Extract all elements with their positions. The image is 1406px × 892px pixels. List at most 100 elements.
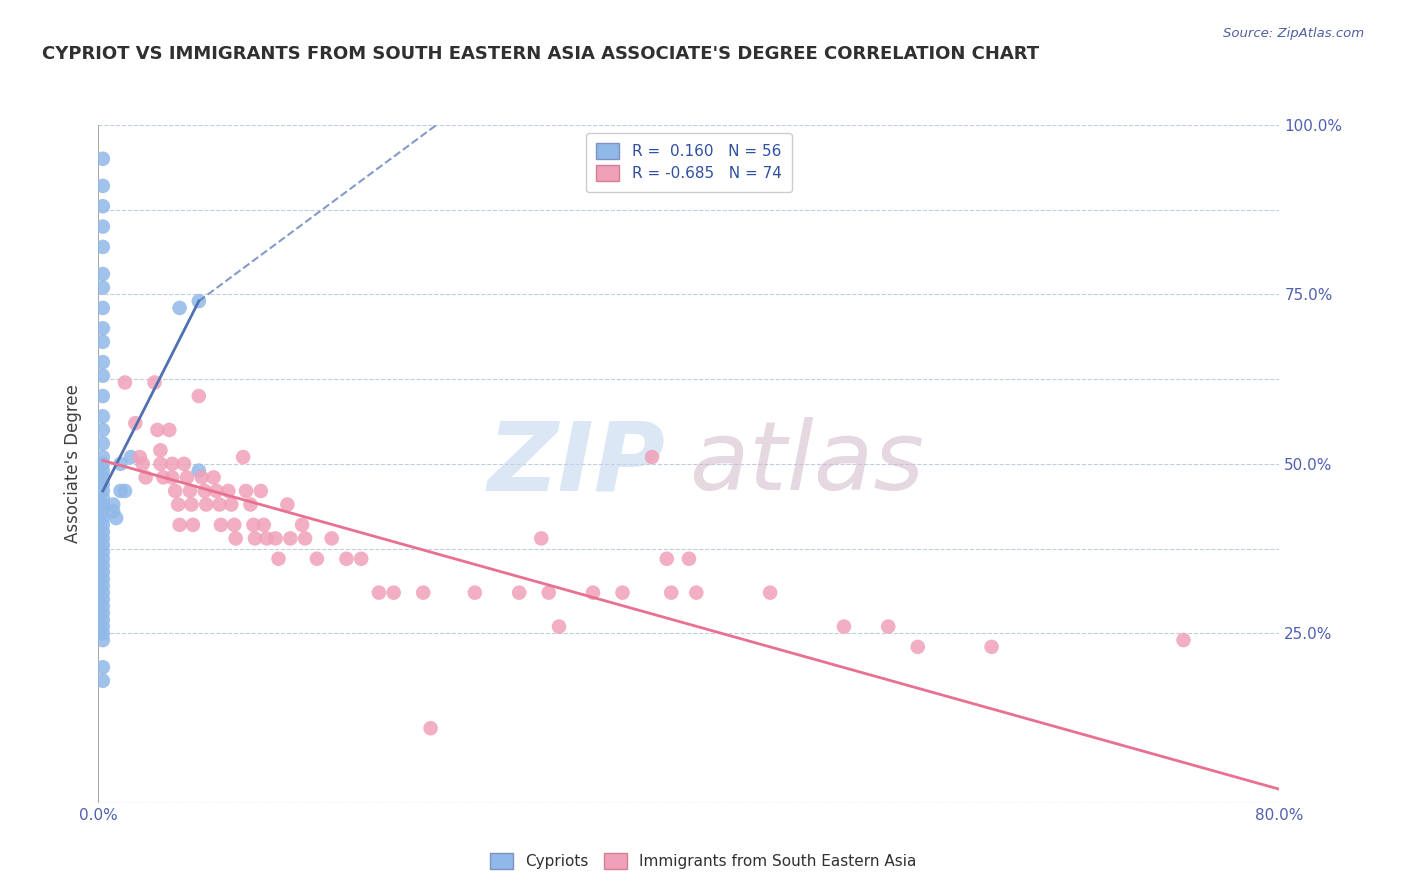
Point — [612, 585, 634, 599]
Point — [209, 517, 232, 532]
Point — [239, 498, 262, 512]
Point — [91, 572, 114, 586]
Point — [582, 585, 605, 599]
Point — [530, 532, 553, 546]
Point — [180, 498, 202, 512]
Point — [91, 585, 114, 599]
Point — [91, 199, 114, 213]
Point — [169, 301, 191, 315]
Text: Source: ZipAtlas.com: Source: ZipAtlas.com — [1223, 27, 1364, 40]
Point — [641, 450, 664, 464]
Point — [167, 498, 190, 512]
Point — [91, 450, 114, 464]
Point — [278, 532, 302, 546]
Point — [91, 633, 114, 648]
Point — [91, 626, 114, 640]
Y-axis label: Associate's Degree: Associate's Degree — [65, 384, 83, 543]
Point — [91, 178, 114, 193]
Point — [91, 660, 114, 674]
Point — [91, 619, 114, 633]
Point — [253, 517, 276, 532]
Point — [759, 585, 782, 599]
Point — [91, 545, 114, 559]
Point — [91, 368, 114, 383]
Point — [162, 457, 183, 471]
Point — [124, 416, 146, 430]
Point — [382, 585, 405, 599]
Point — [103, 504, 125, 518]
Point — [208, 498, 231, 512]
Point — [176, 470, 198, 484]
Point — [243, 532, 266, 546]
Point — [242, 517, 264, 532]
Point — [194, 483, 217, 498]
Point — [114, 483, 136, 498]
Point — [91, 334, 114, 349]
Point — [91, 152, 114, 166]
Point — [91, 457, 114, 471]
Point — [91, 267, 114, 281]
Point — [219, 498, 242, 512]
Point — [267, 551, 290, 566]
Point — [152, 470, 174, 484]
Point — [187, 464, 209, 478]
Point — [179, 483, 201, 498]
Point — [132, 457, 155, 471]
Point — [91, 566, 114, 580]
Point — [980, 640, 1002, 654]
Point — [91, 532, 114, 546]
Point — [91, 524, 114, 539]
Point — [250, 483, 273, 498]
Point — [91, 436, 114, 450]
Point — [91, 355, 114, 369]
Point — [264, 532, 287, 546]
Point — [412, 585, 434, 599]
Point — [91, 606, 114, 620]
Point — [162, 470, 183, 484]
Point — [256, 532, 278, 546]
Point — [91, 470, 114, 484]
Point — [907, 640, 929, 654]
Text: ZIP: ZIP — [488, 417, 665, 510]
Point — [350, 551, 373, 566]
Point — [91, 551, 114, 566]
Point — [91, 280, 114, 294]
Point — [294, 532, 316, 546]
Point — [91, 219, 114, 234]
Point — [146, 423, 169, 437]
Point — [1173, 633, 1195, 648]
Point — [91, 301, 114, 315]
Point — [659, 585, 682, 599]
Point — [91, 321, 114, 335]
Point — [548, 619, 571, 633]
Point — [655, 551, 678, 566]
Point — [103, 498, 125, 512]
Point — [128, 450, 150, 464]
Point — [181, 517, 204, 532]
Point — [91, 579, 114, 593]
Point — [305, 551, 328, 566]
Point — [91, 409, 114, 424]
Point — [91, 491, 114, 505]
Point — [276, 498, 298, 512]
Point — [187, 294, 209, 309]
Point — [202, 470, 225, 484]
Point — [217, 483, 239, 498]
Point — [110, 457, 132, 471]
Point — [114, 376, 136, 390]
Point — [678, 551, 700, 566]
Point — [173, 457, 195, 471]
Point — [224, 517, 246, 532]
Point — [169, 517, 191, 532]
Point — [91, 599, 114, 614]
Point — [91, 673, 114, 688]
Text: CYPRIOT VS IMMIGRANTS FROM SOUTH EASTERN ASIA ASSOCIATE'S DEGREE CORRELATION CHA: CYPRIOT VS IMMIGRANTS FROM SOUTH EASTERN… — [42, 45, 1039, 62]
Point — [91, 592, 114, 607]
Point — [508, 585, 530, 599]
Point — [832, 619, 855, 633]
Point — [464, 585, 486, 599]
Point — [235, 483, 257, 498]
Point — [537, 585, 560, 599]
Point — [195, 498, 218, 512]
Point — [685, 585, 707, 599]
